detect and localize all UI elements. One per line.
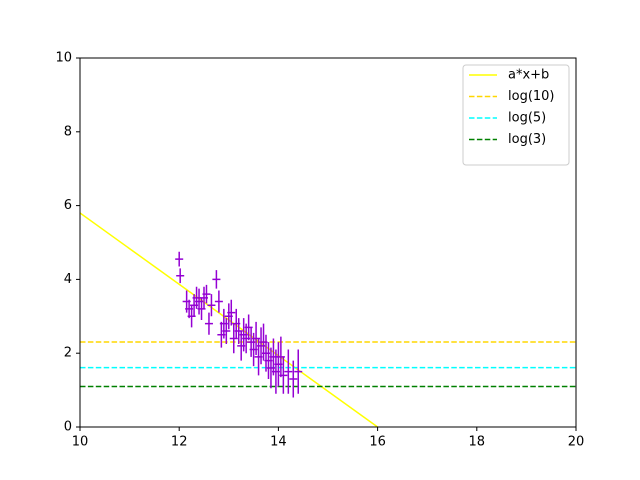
x-tick-label: 18 [469, 435, 486, 450]
y-tick-label: 6 [64, 198, 72, 213]
error-bar [176, 268, 185, 284]
error-bar [212, 270, 221, 289]
y-tick-label: 8 [64, 124, 72, 139]
error-bar [222, 318, 231, 344]
legend-label: a*x+b [508, 68, 549, 83]
y-tick-label: 4 [64, 272, 72, 287]
plot-area [80, 212, 576, 427]
legend-label: log(3) [508, 132, 546, 147]
error-bar [204, 312, 213, 335]
error-bar [175, 251, 184, 267]
y-tick-label: 10 [55, 51, 72, 66]
x-tick-label: 10 [72, 435, 89, 450]
y-tick-label: 2 [64, 346, 72, 361]
error-bar [202, 284, 211, 304]
legend-label: log(5) [508, 111, 546, 126]
error-bar [289, 360, 298, 398]
x-tick-label: 12 [171, 435, 188, 450]
error-bar [214, 290, 223, 313]
error-bar [227, 299, 236, 326]
y-tick-label: 0 [64, 420, 72, 435]
error-bar [294, 349, 303, 394]
x-tick-label: 14 [270, 435, 287, 450]
legend-label: log(10) [508, 89, 555, 104]
x-tick-label: 20 [568, 435, 585, 450]
axes-frame [79, 57, 577, 428]
x-tick-label: 16 [369, 435, 386, 450]
error-bar [279, 356, 288, 394]
error-bar [207, 294, 216, 317]
error-bar [284, 349, 293, 394]
